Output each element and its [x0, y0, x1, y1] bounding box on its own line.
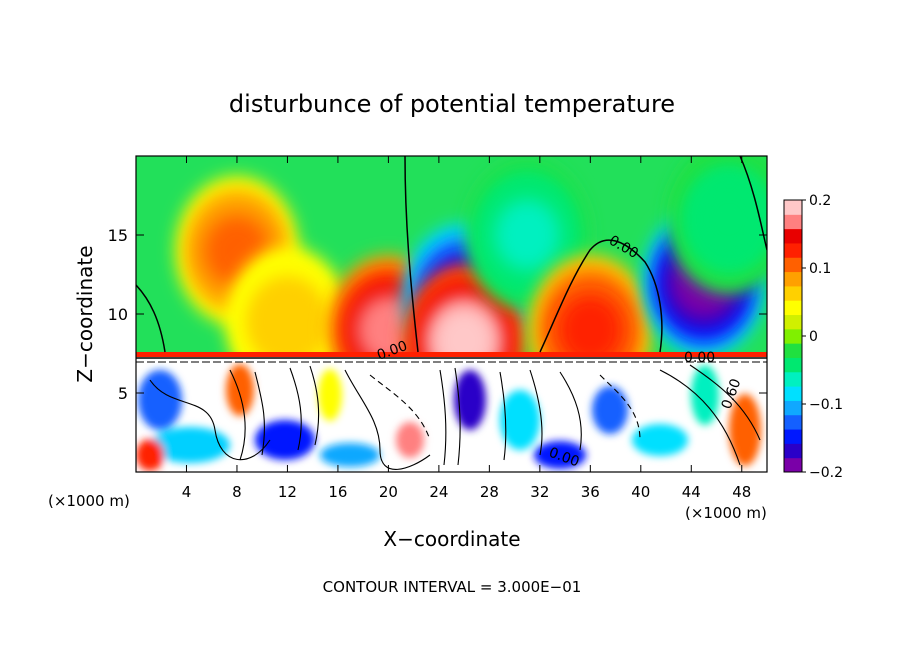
x-tick-label: 8 — [232, 483, 242, 501]
lower-blob — [592, 386, 628, 434]
colorbar-segment — [784, 242, 802, 258]
zero-contour — [739, 156, 767, 251]
lower-contour-lines — [149, 364, 761, 470]
x-unit-label-right: (×1000 m) — [685, 504, 767, 522]
colorbar-segment — [784, 228, 802, 244]
colorbar-segment — [784, 343, 802, 358]
zero-contour — [404, 156, 419, 353]
lower-blob — [226, 364, 254, 416]
colorbar: 0.2 0.1 0 −0.1 −0.2 — [783, 193, 843, 481]
x-tick-label: 32 — [530, 483, 549, 501]
lower-blob — [318, 369, 342, 421]
x-axis-label: X−coordinate — [383, 527, 520, 551]
colorbar-segment — [784, 429, 802, 444]
y-tick-label: 10 — [108, 305, 128, 324]
plot-area — [136, 156, 767, 472]
x-tick-label: 48 — [732, 483, 751, 501]
x-tick-label: 28 — [480, 483, 499, 501]
lower-blob — [396, 422, 424, 458]
chart-title: disturbunce of potential temperature — [229, 90, 675, 118]
x-tick-label: 24 — [429, 483, 448, 501]
contour-interval-footer: CONTOUR INTERVAL = 3.000E−01 — [323, 578, 582, 596]
lower-blob — [454, 370, 486, 430]
x-tick-label: 12 — [278, 483, 297, 501]
x-tick-label: 16 — [328, 483, 347, 501]
x-axis: 4 8 12 16 20 24 28 32 36 40 44 48 — [182, 156, 751, 501]
colorbar-segment — [784, 285, 802, 301]
colorbar-segment — [784, 443, 802, 459]
lower-blob — [320, 443, 380, 467]
zero-contour — [136, 284, 166, 353]
inversion-band-white — [136, 357, 767, 362]
lower-blob — [255, 420, 315, 460]
y-axis: 5 10 15 — [108, 226, 767, 403]
anomaly-warm-1-level-4 — [254, 286, 321, 358]
colorbar-segment — [784, 414, 802, 430]
x-tick-label: 36 — [581, 483, 600, 501]
colorbar-segment — [784, 257, 802, 273]
y-tick-label: 5 — [118, 384, 128, 403]
lower-blob — [691, 365, 719, 425]
x-tick-label: 40 — [631, 483, 650, 501]
lower-blob — [500, 390, 540, 450]
colorbar-tick-label: 0.1 — [809, 261, 831, 277]
y-tick-label: 15 — [108, 226, 128, 245]
colorbar-segment — [784, 386, 802, 401]
x-unit-label-left: (×1000 m) — [48, 492, 130, 510]
colorbar-tick-label: 0 — [809, 329, 818, 345]
upper-contour-lines — [136, 156, 767, 353]
contour-label: 0.00 — [684, 350, 715, 366]
lower-blob — [534, 441, 586, 469]
colorbar-segment — [784, 300, 802, 316]
colorbar-segment — [784, 371, 802, 387]
lower-blob — [136, 439, 164, 471]
inversion-band-red — [136, 352, 767, 357]
colorbar-segment — [784, 214, 802, 230]
lower-blob — [138, 370, 182, 430]
lower-turbulent-field — [136, 358, 767, 472]
lower-blob — [150, 427, 230, 463]
anomaly-cold-8-level-4 — [696, 183, 762, 255]
colorbar-segment — [784, 271, 802, 287]
colorbar-segment — [784, 328, 802, 344]
colorbar-segment — [784, 200, 802, 215]
colorbar-tick-label: 0.2 — [809, 193, 831, 209]
colorbar-segment — [784, 314, 802, 330]
anomaly-warm-6-level-4 — [557, 294, 624, 366]
inversion-layer — [136, 352, 767, 363]
anomaly-cold-5-level-4 — [494, 199, 561, 271]
colorbar-segment — [784, 357, 802, 373]
colorbar-segment — [784, 400, 802, 416]
y-axis-label: Z−coordinate — [73, 245, 97, 382]
x-tick-label: 4 — [182, 483, 192, 501]
lower-blob — [632, 424, 688, 456]
colorbar-tick-label: −0.1 — [809, 397, 843, 413]
lower-blob — [729, 394, 761, 466]
colorbar-segment — [784, 457, 802, 473]
zero-contour — [539, 239, 663, 353]
x-tick-label: 44 — [682, 483, 701, 501]
colorbar-tick-label: −0.2 — [809, 465, 843, 481]
x-tick-label: 20 — [379, 483, 398, 501]
